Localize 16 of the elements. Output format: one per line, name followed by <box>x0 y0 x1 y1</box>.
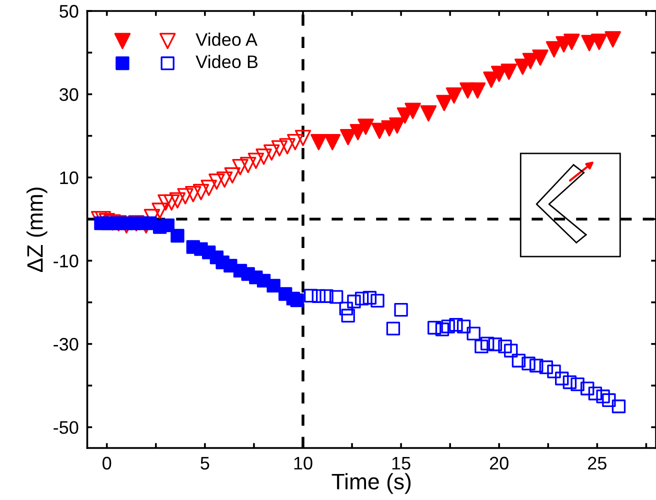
y-tick-label: 30 <box>60 88 78 101</box>
legend-label: Video A <box>196 32 258 46</box>
x-axis-title: Time (s) <box>332 473 411 494</box>
y-axis-title: ΔZ (mm) <box>26 188 48 272</box>
x-tick-label: 5 <box>200 456 210 470</box>
x-tick-label: 15 <box>392 456 410 470</box>
x-tick-label: 10 <box>294 456 312 470</box>
y-tick-label: -50 <box>54 421 78 434</box>
legend-label: Video B <box>196 54 258 68</box>
y-tick-label: 10 <box>60 171 78 184</box>
y-tick-label: 50 <box>60 4 78 18</box>
x-tick-label: 20 <box>490 456 508 470</box>
y-tick-label: -10 <box>54 254 78 268</box>
x-tick-label: 25 <box>588 456 606 470</box>
y-tick-label: -30 <box>54 338 78 351</box>
x-tick-label: 0 <box>102 456 112 470</box>
